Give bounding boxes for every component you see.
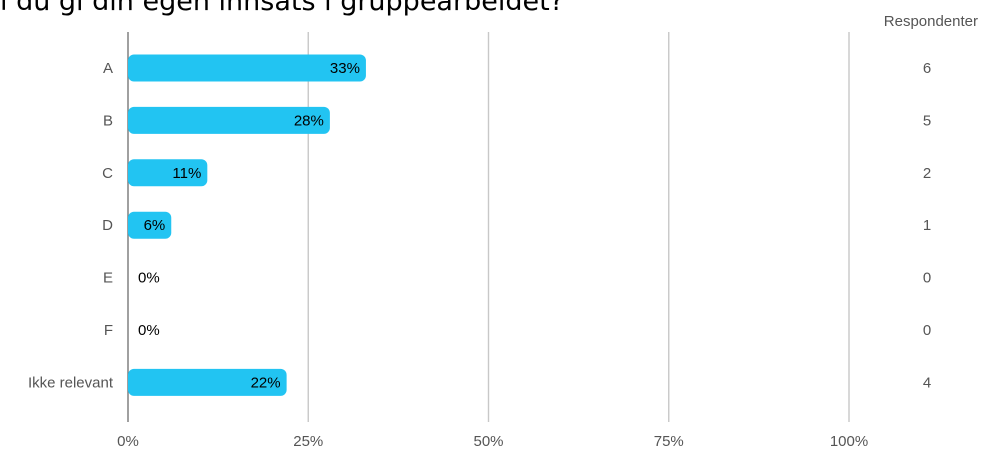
respondent-count: 5 xyxy=(923,112,931,129)
x-tick-label: 0% xyxy=(117,433,139,450)
respondents-header: Respondenter xyxy=(884,13,978,30)
data-label: 6% xyxy=(144,217,166,234)
respondent-count: 2 xyxy=(923,165,931,182)
respondent-count: 0 xyxy=(923,270,931,287)
respondent-count: 6 xyxy=(923,60,931,77)
chart-title: l du gi din egen innsats i gruppearbeide… xyxy=(0,0,564,17)
category-label: E xyxy=(103,270,113,287)
respondent-count: 0 xyxy=(923,322,931,339)
x-tick-label: 75% xyxy=(654,433,684,450)
respondent-count: 4 xyxy=(923,374,931,391)
bar xyxy=(128,106,330,134)
data-label: 11% xyxy=(172,165,201,182)
data-label: 33% xyxy=(330,60,360,77)
x-tick-label: 100% xyxy=(830,433,868,450)
category-label: F xyxy=(104,322,113,339)
bar xyxy=(128,159,208,187)
bar xyxy=(128,54,366,82)
bars xyxy=(128,54,366,396)
labels: 0% 25% 50% 75% 100% A 33% 6 B 28% 5 C 11% 2 D 6% 1 E 0% 0 F 0… xyxy=(28,60,931,450)
category-label: Ikke relevant xyxy=(28,374,114,391)
category-label: A xyxy=(103,60,113,77)
x-tick-label: 50% xyxy=(473,433,503,450)
category-label: B xyxy=(103,112,113,129)
respondent-count: 1 xyxy=(923,217,931,234)
data-label: 28% xyxy=(294,112,324,129)
x-tick-label: 25% xyxy=(293,433,323,450)
grid-lines xyxy=(127,32,850,422)
bar xyxy=(128,368,287,396)
data-label: 22% xyxy=(251,374,281,391)
data-label: 0% xyxy=(138,322,160,339)
category-label: C xyxy=(102,165,113,182)
bar xyxy=(128,211,172,239)
data-label: 0% xyxy=(138,270,160,287)
category-label: D xyxy=(102,217,113,234)
